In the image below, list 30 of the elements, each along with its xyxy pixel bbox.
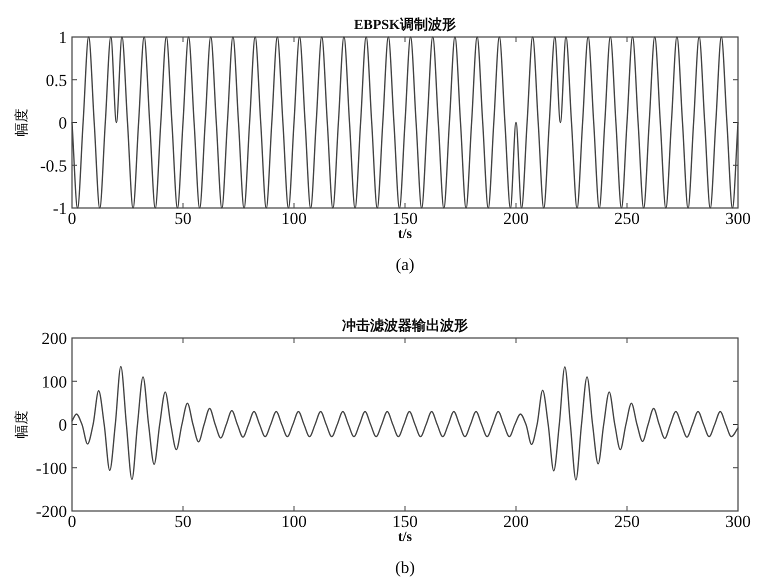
y-axis-title: 幅度: [14, 108, 30, 136]
y-tick-label: 0.5: [46, 70, 67, 90]
x-tick-label: 50: [174, 209, 192, 228]
y-tick-label: 200: [42, 329, 67, 348]
chart-title: EBPSK调制波形: [354, 17, 456, 33]
y-tick-label: 1: [58, 28, 67, 47]
text: (a): [396, 255, 414, 274]
y-tick-label: -0.5: [40, 156, 67, 176]
x-tick-label: 300: [725, 209, 751, 228]
x-tick-label: 300: [725, 512, 751, 531]
y-tick-label: -1: [52, 199, 67, 218]
y-tick-label: -200: [36, 502, 67, 521]
x-tick-label: 200: [503, 209, 529, 228]
y-tick-label: 100: [42, 372, 67, 392]
x-tick-label: 250: [614, 512, 640, 531]
y-axis-title: 幅度: [14, 410, 30, 438]
chart-title: 冲击滤波器输出波形: [342, 318, 468, 334]
y-tick-label: 0: [58, 416, 67, 434]
x-axis-title: t/s: [398, 530, 413, 545]
text: (b): [395, 558, 415, 577]
x-tick-label: 100: [281, 209, 307, 228]
x-tick-label: 100: [281, 512, 307, 531]
y-tick-label: 0: [58, 114, 67, 132]
x-tick-label: 50: [174, 512, 192, 531]
x-tick-label: 150: [392, 209, 418, 228]
x-axis-title: t/s: [398, 227, 413, 242]
x-tick-label: 200: [503, 512, 529, 531]
y-tick-label: -100: [36, 458, 67, 478]
x-tick-label: 150: [392, 512, 418, 531]
x-tick-label: 250: [614, 209, 640, 228]
